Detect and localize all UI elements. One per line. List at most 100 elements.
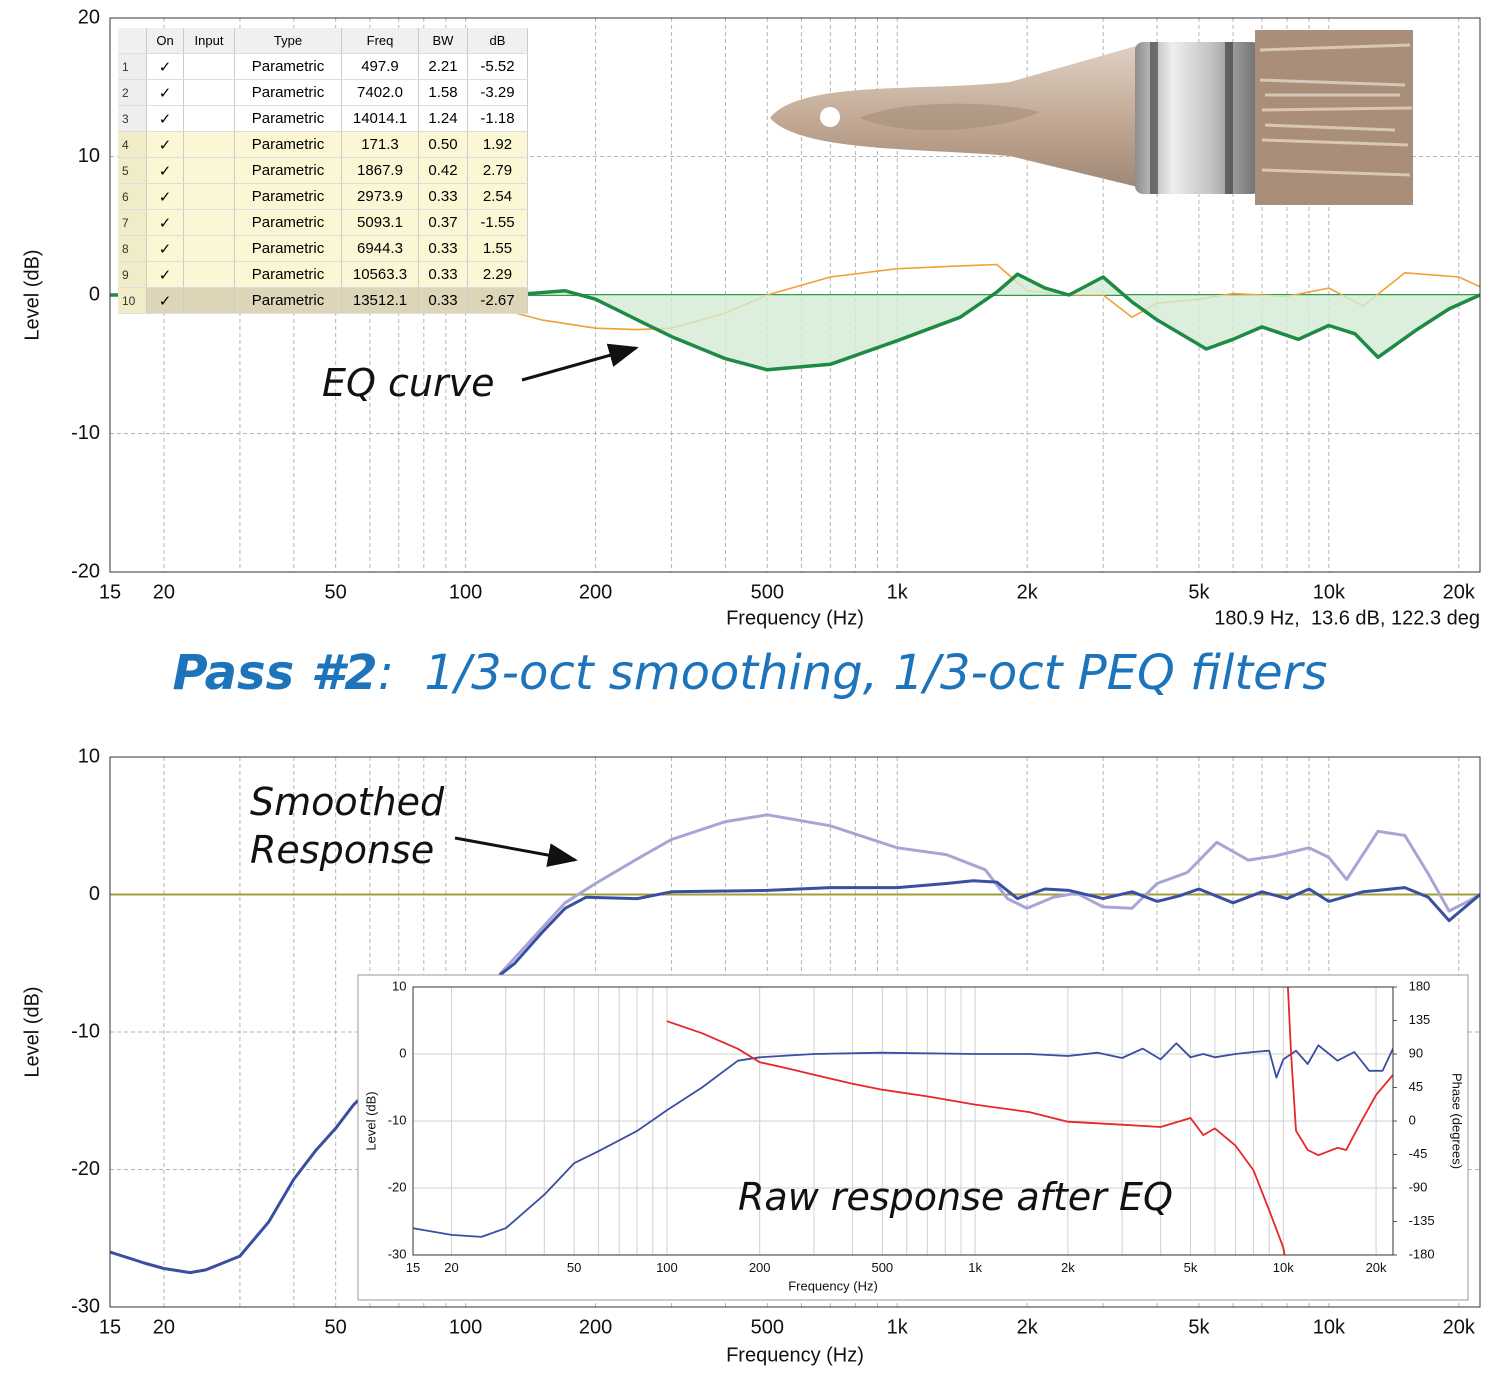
- table-cell: ✓: [146, 79, 184, 106]
- x-tick-label: 10k: [1313, 581, 1346, 603]
- table-cell: 2973.9: [341, 183, 419, 210]
- table-cell: 1: [118, 53, 147, 80]
- plot-frame: [109, 756, 1481, 1308]
- table-row: 9 ✓ Parametric 10563.3 0.33 2.29: [118, 261, 528, 288]
- y2-tick-label: 180: [1409, 978, 1431, 993]
- table-cell: 7402.0: [341, 79, 419, 106]
- x-tick-label: 500: [871, 1260, 893, 1275]
- x-tick-label: 15: [99, 1316, 121, 1338]
- table-cell: 0.42: [418, 157, 468, 184]
- table-cell: 2.21: [418, 53, 468, 80]
- table-header-cell: BW: [418, 28, 468, 54]
- table-row: 5 ✓ Parametric 1867.9 0.42 2.79: [118, 157, 528, 184]
- table-row: 8 ✓ Parametric 6944.3 0.33 1.55: [118, 235, 528, 262]
- x-tick-label: 1k: [968, 1260, 982, 1275]
- table-cell: ✓: [146, 131, 184, 158]
- table-cell: 0.37: [418, 209, 468, 236]
- heading-bold: Pass #2: [172, 645, 378, 701]
- y-tick-label: -30: [71, 1295, 100, 1317]
- table-cell: 3: [118, 105, 147, 132]
- y-tick-label: -20: [388, 1179, 407, 1194]
- plot-area: [110, 813, 1480, 1275]
- table-cell: 4: [118, 131, 147, 158]
- y-tick-label: -30: [388, 1246, 407, 1261]
- table-cell: 0.33: [418, 183, 468, 210]
- series-line: [110, 272, 1480, 372]
- table-cell: [183, 105, 235, 132]
- x-tick-label: 100: [656, 1260, 678, 1275]
- y2-tick-label: -90: [1409, 1179, 1428, 1194]
- table-cell: ✓: [146, 287, 184, 314]
- table-cell: Parametric: [234, 131, 342, 158]
- y2-tick-label: -135: [1409, 1213, 1435, 1228]
- table-cell: ✓: [146, 157, 184, 184]
- y-tick-label: 0: [89, 883, 100, 905]
- y2-tick-label: 0: [1409, 1112, 1416, 1127]
- series-area: [110, 274, 1480, 370]
- table-cell: 1.24: [418, 105, 468, 132]
- x-tick-label: 1k: [887, 581, 909, 603]
- heading: Pass #2: 1/3-oct smoothing, 1/3-oct PEQ …: [0, 645, 1500, 701]
- x-tick-label: 100: [449, 581, 482, 603]
- table-row: 3 ✓ Parametric 14014.1 1.24 -1.18: [118, 105, 528, 132]
- table-row: 10 ✓ Parametric 13512.1 0.33 -2.67: [118, 287, 528, 314]
- table-cell: 8: [118, 235, 147, 262]
- cursor-readout: 180.9 Hz, 13.6 dB, 122.3 deg: [1214, 607, 1480, 629]
- table-cell: -2.67: [467, 287, 528, 314]
- table-cell: [183, 79, 235, 106]
- y2-axis-label: Phase (degrees): [1450, 1073, 1465, 1169]
- x-tick-label: 1k: [887, 1316, 909, 1338]
- table-cell: [183, 287, 235, 314]
- x-tick-label: 5k: [1188, 1316, 1210, 1338]
- table-cell: Parametric: [234, 157, 342, 184]
- table-cell: 10563.3: [341, 261, 419, 288]
- y-tick-label: 10: [392, 978, 406, 993]
- y2-tick-label: 45: [1409, 1079, 1423, 1094]
- y-tick-label: -20: [71, 560, 100, 582]
- y2-tick-label: 90: [1409, 1045, 1423, 1060]
- series-line: [413, 1042, 1393, 1238]
- table-row: 1 ✓ Parametric 497.9 2.21 -5.52: [118, 53, 528, 80]
- x-axis-label: Frequency (Hz): [726, 607, 864, 629]
- y-tick-label: 20: [78, 6, 100, 28]
- x-tick-label: 2k: [1017, 1316, 1039, 1338]
- table-cell: Parametric: [234, 209, 342, 236]
- table-cell: ✓: [146, 183, 184, 210]
- y-tick-label: 10: [78, 145, 100, 167]
- plot-frame: [412, 986, 1394, 1256]
- table-cell: Parametric: [234, 183, 342, 210]
- table-cell: [183, 235, 235, 262]
- y-axis-label: Level (dB): [21, 249, 43, 340]
- y-tick-label: -10: [388, 1112, 407, 1127]
- table-cell: 171.3: [341, 131, 419, 158]
- series-line: [110, 879, 1480, 1275]
- table-row: 2 ✓ Parametric 7402.0 1.58 -3.29: [118, 79, 528, 106]
- table-cell: [183, 261, 235, 288]
- table-cell: -5.52: [467, 53, 528, 80]
- x-tick-label: 500: [751, 1316, 784, 1338]
- table-cell: 9: [118, 261, 147, 288]
- table-cell: ✓: [146, 53, 184, 80]
- table-cell: 5093.1: [341, 209, 419, 236]
- x-axis-label: Frequency (Hz): [726, 1344, 864, 1366]
- table-cell: 1.92: [467, 131, 528, 158]
- table-cell: 6: [118, 183, 147, 210]
- table-cell: 6944.3: [341, 235, 419, 262]
- y-tick-label: 0: [89, 283, 100, 305]
- table-cell: 1867.9: [341, 157, 419, 184]
- table-cell: 497.9: [341, 53, 419, 80]
- table-cell: ✓: [146, 261, 184, 288]
- table-cell: 2.79: [467, 157, 528, 184]
- table-cell: ✓: [146, 209, 184, 236]
- x-tick-label: 20k: [1366, 1260, 1387, 1275]
- x-tick-label: 200: [579, 581, 612, 603]
- x-axis-label: Frequency (Hz): [788, 1278, 878, 1293]
- table-cell: 10: [118, 287, 147, 314]
- x-tick-label: 200: [579, 1316, 612, 1338]
- y2-tick-label: -180: [1409, 1246, 1435, 1261]
- table-cell: 0.33: [418, 261, 468, 288]
- table-header-cell: Input: [183, 28, 235, 54]
- x-tick-label: 2k: [1061, 1260, 1075, 1275]
- table-cell: Parametric: [234, 261, 342, 288]
- plot-frame: [109, 17, 1481, 573]
